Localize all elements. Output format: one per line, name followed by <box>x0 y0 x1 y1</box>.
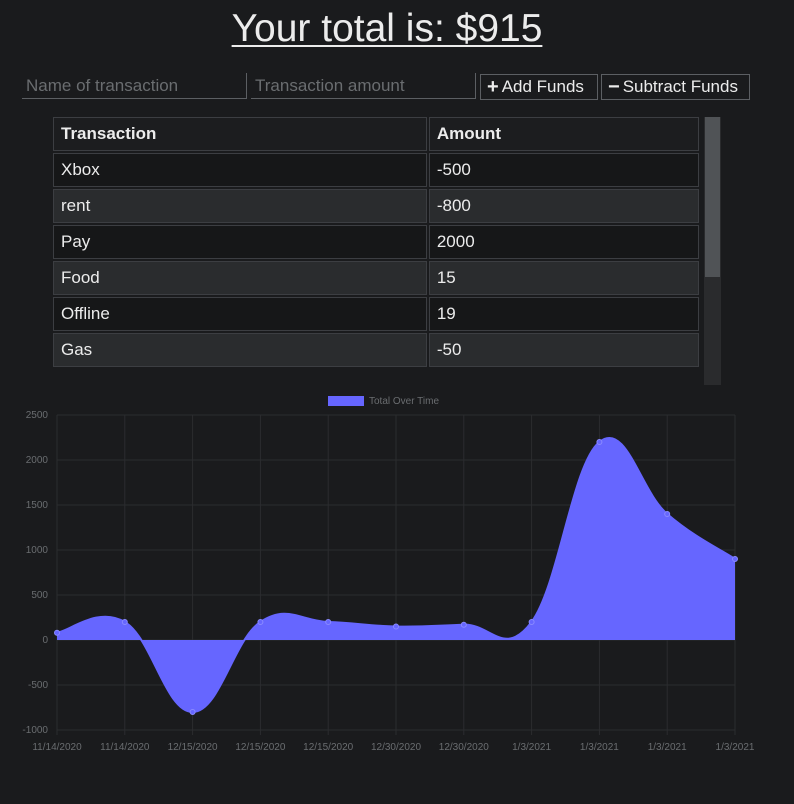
data-point <box>189 709 196 715</box>
subtract-funds-label: Subtract Funds <box>622 77 738 96</box>
transaction-name-cell: Offline <box>53 297 427 331</box>
table-row: Pay 2000 <box>53 225 699 259</box>
data-point <box>54 629 60 636</box>
y-tick-label: 1500 <box>26 500 49 511</box>
x-tick-label: 1/3/2021 <box>512 742 551 753</box>
x-tick-label: 12/15/2020 <box>235 742 285 753</box>
table-row: Offline 19 <box>53 297 699 331</box>
table-row: Xbox -500 <box>53 153 699 187</box>
y-tick-label: 2000 <box>26 455 49 466</box>
add-funds-label: Add Funds <box>501 77 584 96</box>
y-tick-label: 2500 <box>26 410 49 421</box>
table-header-row: Transaction Amount <box>53 117 699 151</box>
transaction-name-cell: rent <box>53 189 427 223</box>
x-tick-label: 11/14/2020 <box>32 742 82 753</box>
data-point <box>121 619 128 625</box>
transaction-name-cell: Gas <box>53 333 427 367</box>
transaction-name-cell: Pay <box>53 225 427 259</box>
add-funds-button[interactable]: + Add Funds <box>480 74 598 100</box>
y-tick-label: 500 <box>31 590 48 601</box>
y-tick-label: -500 <box>28 680 48 691</box>
plus-icon: + <box>487 76 499 98</box>
x-tick-label: 1/3/2021 <box>648 742 687 753</box>
data-point <box>732 556 738 562</box>
minus-icon: − <box>608 76 620 98</box>
table-row: rent -800 <box>53 189 699 223</box>
transaction-table-container[interactable]: Transaction Amount Xbox -500 rent -800 P… <box>53 117 721 385</box>
total-over-time-chart: 2500 2000 1500 1000 500 0 -500 -1000 11/14/2020 1… <box>22 396 755 753</box>
data-point <box>393 623 399 630</box>
transaction-amount-input[interactable] <box>251 73 476 99</box>
data-point <box>460 621 467 628</box>
y-tick-label: -1000 <box>22 725 48 736</box>
x-tick-label: 11/14/2020 <box>100 742 150 753</box>
series-area <box>57 437 735 712</box>
transaction-name-cell: Food <box>53 261 427 295</box>
transaction-amount-cell: 15 <box>428 261 699 295</box>
data-point <box>325 619 332 625</box>
transaction-amount-cell: -800 <box>428 189 699 223</box>
transaction-amount-cell: -500 <box>428 153 699 187</box>
legend-label: Total Over Time <box>369 396 439 407</box>
x-tick-label: 1/3/2021 <box>580 742 619 753</box>
x-tick-label: 12/15/2020 <box>168 742 218 753</box>
x-tick-label: 12/15/2020 <box>303 742 353 753</box>
y-tick-label: 1000 <box>26 545 49 556</box>
x-tick-label: 12/30/2020 <box>439 742 489 753</box>
y-tick-label: 0 <box>42 635 48 646</box>
x-tick-label: 12/30/2020 <box>371 742 421 753</box>
transaction-amount-cell: 19 <box>428 297 699 331</box>
table-row: Food 15 <box>53 261 699 295</box>
transaction-name-input[interactable] <box>22 73 247 99</box>
data-point <box>664 511 671 517</box>
data-point <box>596 439 603 445</box>
series-line <box>56 437 736 714</box>
transaction-name-cell: Xbox <box>53 153 427 187</box>
table-row: Gas -50 <box>53 333 699 367</box>
transaction-table: Transaction Amount Xbox -500 rent -800 P… <box>53 117 701 369</box>
table-scrollbar-thumb[interactable] <box>705 117 720 277</box>
column-header-amount: Amount <box>428 117 699 151</box>
legend-swatch <box>328 396 364 406</box>
transaction-amount-cell: -50 <box>428 333 699 367</box>
column-header-transaction: Transaction <box>53 117 427 151</box>
total-heading: Your total is: $915 <box>231 7 543 50</box>
x-tick-label: 1/3/2021 <box>716 742 755 753</box>
transaction-amount-cell: 2000 <box>428 225 699 259</box>
data-point <box>257 619 264 625</box>
data-point <box>528 619 535 625</box>
subtract-funds-button[interactable]: − Subtract Funds <box>601 74 750 100</box>
